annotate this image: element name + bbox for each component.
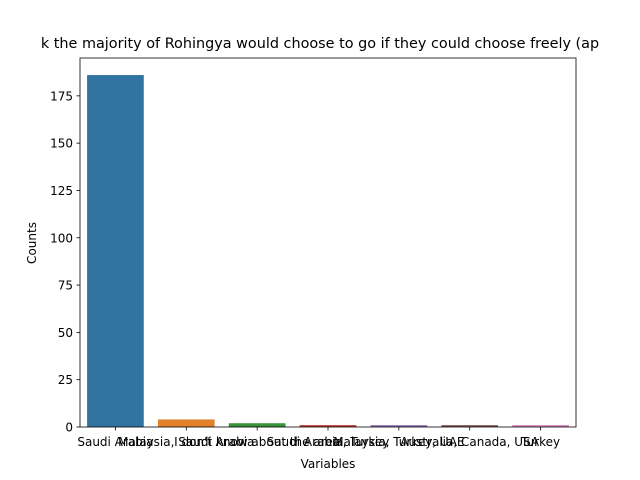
y-tick-label: 75 [58,279,73,293]
plot-area-frame [79,57,577,428]
bar [512,425,569,427]
y-axis-ticks: 0 25 50 75 100 125 150 175 [50,89,80,435]
bar [299,425,357,427]
x-tick-label: Saudi Arabia, Turkey [267,435,390,449]
bar [157,419,215,427]
x-tick-label: Saudi Arabia [77,435,153,449]
y-tick-label: 50 [58,326,73,340]
y-tick-label: 150 [50,137,73,151]
bar [441,425,499,427]
x-tick-label: Australia, Canada, USA [400,435,540,449]
y-tick-label: 100 [50,231,73,245]
bar [228,423,286,427]
y-tick-label: 25 [58,373,73,387]
y-axis-label: Counts [25,222,39,264]
x-tick-label: Turkey [520,435,560,449]
x-axis-label: Variables [301,457,356,471]
bars-group [87,75,569,428]
bar [87,75,144,428]
y-tick-label: 0 [65,421,73,435]
y-tick-label: 125 [50,184,73,198]
chart-title: k the majority of Rohingya would choose … [41,36,599,52]
x-tick-label: I don't know about the area [174,435,340,449]
y-tick-label: 175 [50,89,73,103]
x-tick-label: Malaysia, Saudi Arabia [118,435,254,449]
bar [370,425,428,427]
x-tick-label: Malaysia, Turkey, UAE [333,435,464,449]
